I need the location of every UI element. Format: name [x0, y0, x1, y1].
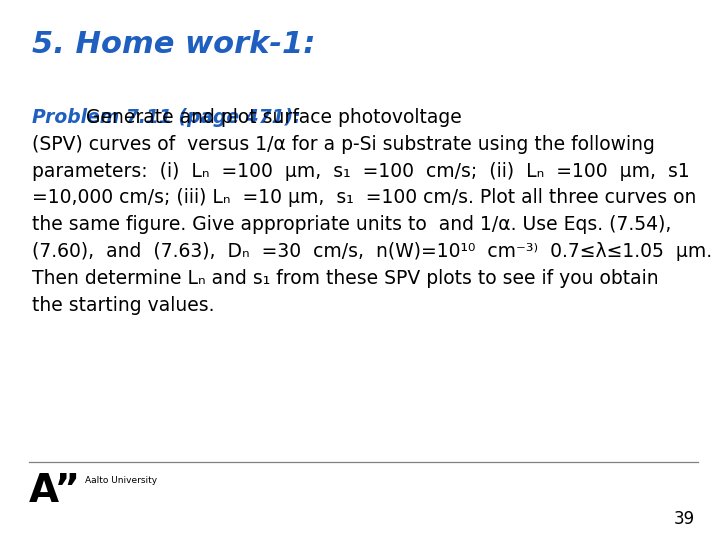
Text: Problem 7.11 (page 471):: Problem 7.11 (page 471): — [32, 108, 301, 127]
Text: Aalto University: Aalto University — [85, 476, 157, 485]
Text: A”: A” — [29, 472, 81, 510]
Text: 39: 39 — [674, 510, 695, 528]
Text: Generate and plot surface photovoltage
(SPV) curves of  versus 1/α for a p-Si su: Generate and plot surface photovoltage (… — [32, 108, 713, 315]
Text: 5. Home work-1:: 5. Home work-1: — [32, 30, 316, 59]
